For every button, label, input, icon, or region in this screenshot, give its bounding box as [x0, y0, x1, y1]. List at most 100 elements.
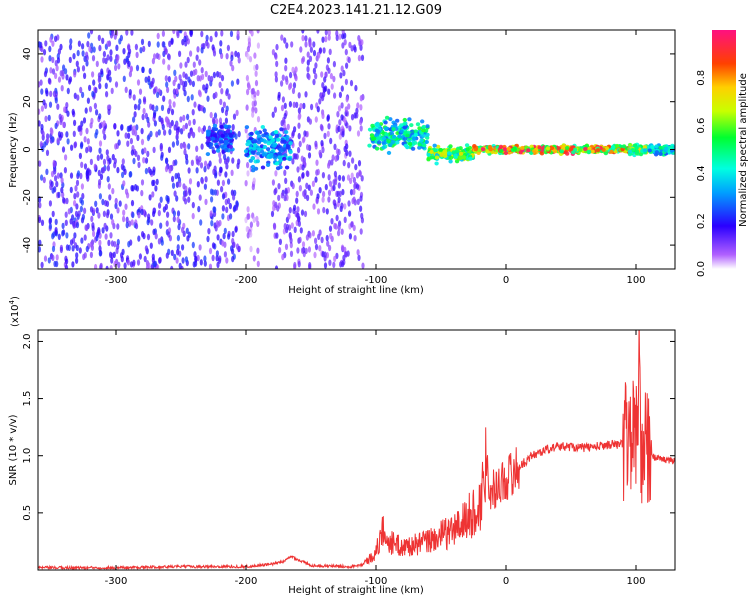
heatmap-cell — [187, 167, 191, 174]
heatmap-cell — [321, 82, 325, 89]
heatmap-cell — [93, 102, 97, 110]
heatmap-cell — [350, 172, 354, 179]
heatmap-cell — [321, 196, 325, 203]
heatmap-cell — [458, 151, 464, 156]
heatmap-cell — [308, 118, 312, 125]
heatmap-cell — [480, 147, 486, 152]
heatmap-cell — [210, 196, 214, 203]
heatmap-cell — [291, 87, 296, 95]
heatmap-cell — [210, 220, 214, 227]
heatmap-cell — [262, 144, 268, 149]
heatmap-cell — [642, 145, 647, 149]
heatmap-cell — [297, 176, 301, 183]
heatmap-cell — [318, 245, 322, 252]
x-tick-label: 100 — [626, 576, 645, 587]
heatmap-cell — [285, 42, 289, 49]
heatmap-cell — [109, 232, 113, 239]
heatmap-cell — [140, 189, 144, 197]
heatmap-cell — [187, 76, 191, 83]
heatmap-cell — [176, 244, 180, 251]
heatmap-cell — [337, 148, 341, 156]
heatmap-cell — [284, 177, 288, 184]
heatmap-cell — [236, 162, 240, 169]
heatmap-cell — [195, 167, 199, 174]
heatmap-cell — [376, 140, 382, 145]
heatmap-cell — [160, 154, 164, 161]
heatmap-cell — [71, 108, 75, 116]
heatmap-cell — [324, 35, 328, 43]
heatmap-cell — [88, 45, 92, 53]
heatmap-cell — [465, 147, 470, 152]
heatmap-cell — [292, 101, 296, 109]
heatmap-cell — [157, 238, 161, 245]
heatmap-cell — [52, 90, 57, 98]
heatmap-y-axis-label: Frequency (Hz) — [8, 112, 19, 188]
heatmap-cell — [252, 143, 258, 148]
heatmap-cell — [308, 55, 313, 62]
heatmap-cell — [220, 186, 224, 193]
heatmap-cell — [338, 91, 342, 99]
heatmap-cell — [278, 238, 282, 245]
heatmap-cell — [101, 227, 105, 234]
heatmap-cell — [233, 204, 237, 211]
heatmap-cell — [225, 89, 229, 97]
heatmap-cell — [347, 103, 351, 110]
heatmap-cell — [275, 166, 281, 171]
heatmap-cell — [69, 172, 74, 179]
heatmap-cell — [38, 108, 41, 115]
heatmap-cell — [246, 170, 250, 177]
heatmap-cell — [255, 215, 259, 223]
heatmap-cell — [314, 237, 318, 244]
heatmap-cell — [307, 152, 312, 159]
heatmap-cell — [104, 82, 108, 90]
heatmap-cell — [255, 63, 259, 71]
heatmap-cell — [291, 182, 295, 190]
heatmap-cell — [260, 125, 265, 129]
heatmap-cell — [102, 120, 106, 127]
heatmap-cell — [223, 251, 227, 258]
heatmap-cell — [113, 157, 117, 165]
heatmap-cell — [359, 195, 363, 202]
heatmap-cell — [192, 69, 196, 77]
heatmap-cell — [40, 105, 45, 112]
snr-y-axis-label: SNR (10 * v/v) — [8, 414, 19, 485]
heatmap-cell — [73, 71, 77, 78]
heatmap-cell — [252, 177, 256, 184]
heatmap-cell — [68, 56, 72, 64]
heatmap-cell — [102, 128, 106, 135]
heatmap-cell — [181, 226, 185, 234]
heatmap-cell — [137, 212, 141, 219]
heatmap-cell — [288, 149, 293, 154]
heatmap-cell — [59, 246, 64, 254]
heatmap-cell — [227, 93, 231, 100]
heatmap-cell — [149, 242, 153, 249]
heatmap-cell — [451, 150, 456, 155]
heatmap-cell — [190, 94, 194, 101]
heatmap-cell — [352, 224, 356, 232]
heatmap-cell — [228, 133, 234, 138]
heatmap-cell — [237, 245, 241, 253]
heatmap-cell — [446, 151, 452, 156]
heatmap-cell — [75, 252, 79, 259]
heatmap-cell — [126, 125, 130, 133]
heatmap-cell — [144, 76, 148, 83]
heatmap-cell — [157, 129, 161, 136]
heatmap-cell — [304, 35, 308, 42]
heatmap-cell — [49, 183, 53, 191]
snr-y-ticks: 0.5 1.0 1.5 2.0 — [22, 333, 675, 521]
heatmap-cell — [125, 216, 129, 223]
heatmap-cell — [81, 192, 85, 200]
heatmap-cell — [388, 143, 393, 148]
heatmap-cell — [329, 137, 333, 145]
heatmap-cell — [71, 261, 75, 268]
heatmap-cell — [326, 57, 330, 64]
heatmap-cell — [315, 197, 319, 205]
heatmap-cell — [328, 259, 332, 266]
heatmap-cell — [332, 60, 336, 68]
heatmap-cell — [252, 255, 256, 262]
heatmap-cell — [603, 151, 609, 156]
heatmap-cell — [421, 133, 426, 138]
heatmap-cell — [132, 157, 136, 165]
heatmap-cell — [341, 33, 345, 40]
